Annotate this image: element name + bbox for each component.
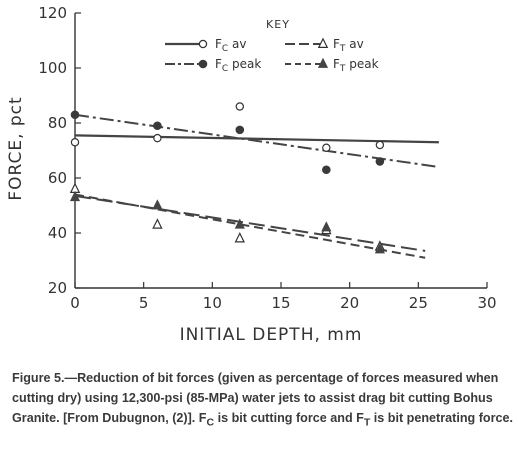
data-point-series-1 xyxy=(70,110,80,120)
legend-label-symbol: F xyxy=(333,37,340,51)
x-tick-label: 25 xyxy=(409,294,428,312)
data-point-series-3 xyxy=(374,243,385,254)
y-tick-label: 60 xyxy=(48,169,67,187)
data-point-series-0 xyxy=(322,143,331,152)
chart-axes: 0 5 10 15 20 25 30 20 40 60 80 100 120 INITIAL DEPTH,… xyxy=(6,4,497,345)
data-point-series-3 xyxy=(69,191,81,202)
data-points xyxy=(69,102,386,254)
data-point-series-3 xyxy=(234,218,245,229)
legend-label-suffix: peak xyxy=(345,57,378,71)
legend-label-suffix: peak xyxy=(228,57,261,71)
legend-label-symbol: F xyxy=(333,57,340,71)
data-point-series-0 xyxy=(70,138,80,147)
legend-label-series-3: FT peak xyxy=(333,57,379,74)
legend-marker-series-1 xyxy=(198,59,208,69)
caption-ft-symbol: F xyxy=(356,411,364,425)
trend-line-series-2 xyxy=(74,194,426,252)
legend-label-series-0: FC av xyxy=(215,37,246,54)
legend-label-symbol: F xyxy=(215,57,222,71)
data-point-series-1 xyxy=(235,125,245,135)
x-tick-label: 10 xyxy=(203,294,222,312)
caption-fc-description: is bit cutting force and xyxy=(214,411,357,425)
force-vs-depth-chart: 0 5 10 15 20 25 30 20 40 60 80 100 120 INITIAL DEPTH,… xyxy=(6,4,497,345)
legend-label-symbol: F xyxy=(215,37,222,51)
x-tick-label: 5 xyxy=(139,294,149,312)
caption-fc-symbol: F xyxy=(198,411,207,425)
legend-label-suffix: av xyxy=(345,37,363,51)
legend-marker-series-2 xyxy=(317,37,329,49)
trend-lines xyxy=(74,113,440,259)
x-tick-label: 20 xyxy=(340,294,359,312)
legend-label-subscript: C xyxy=(222,64,228,74)
trend-line-series-0 xyxy=(74,134,439,144)
caption-ft-description: is bit penetrating force. xyxy=(370,411,514,425)
legend-label-series-2: FT av xyxy=(333,37,364,54)
data-point-series-0 xyxy=(375,140,385,150)
legend-marker-series-0 xyxy=(198,39,208,49)
x-tick-label: 0 xyxy=(70,294,80,312)
data-point-series-3 xyxy=(321,221,332,232)
legend-label-subscript: C xyxy=(222,44,228,54)
y-tick-label: 100 xyxy=(38,59,67,77)
data-point-series-3 xyxy=(152,199,163,210)
caption-fc-subscript: C xyxy=(206,416,215,429)
caption-ft-subscript: T xyxy=(363,416,371,429)
data-point-series-0 xyxy=(235,102,244,111)
data-point-series-2 xyxy=(152,218,163,229)
data-point-series-1 xyxy=(375,157,385,166)
data-point-series-0 xyxy=(153,133,162,143)
x-tick-label: 30 xyxy=(477,294,496,312)
x-tick-label: 15 xyxy=(271,294,290,312)
caption-text: Figure 5.—Reduction of bit forces (given… xyxy=(12,371,499,425)
legend-label-suffix: av xyxy=(228,37,246,51)
data-point-series-2 xyxy=(234,232,246,243)
y-tick-label: 20 xyxy=(48,279,67,297)
data-point-series-1 xyxy=(322,165,331,175)
legend-label-subscript: T xyxy=(339,64,346,74)
figure-caption: Figure 5.—Reduction of bit forces (given… xyxy=(12,368,516,433)
x-axis-title: INITIAL DEPTH, mm xyxy=(180,325,363,345)
y-tick-label: 120 xyxy=(38,4,67,22)
trend-line-series-3 xyxy=(74,193,426,259)
y-tick-label: 80 xyxy=(48,114,67,132)
data-point-series-1 xyxy=(153,121,162,131)
legend-marker-series-3 xyxy=(317,57,329,68)
legend-label-series-1: FC peak xyxy=(215,57,261,74)
legend-label-subscript: T xyxy=(339,44,346,54)
legend-title: KEY xyxy=(266,18,290,31)
y-axis-title: FORCE, pct xyxy=(6,96,26,200)
y-tick-label: 40 xyxy=(48,224,67,242)
